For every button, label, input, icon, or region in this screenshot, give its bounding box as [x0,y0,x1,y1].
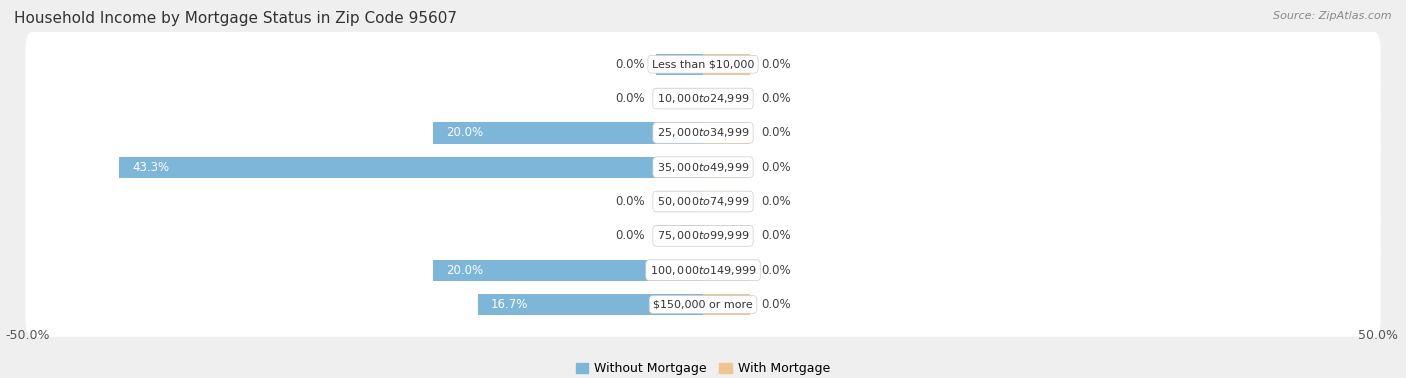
FancyBboxPatch shape [25,32,1381,96]
Text: 0.0%: 0.0% [616,195,645,208]
Bar [655,88,703,109]
Bar [655,191,703,212]
Text: 20.0%: 20.0% [447,264,484,277]
Text: 0.0%: 0.0% [761,298,790,311]
Text: $50,000 to $74,999: $50,000 to $74,999 [657,195,749,208]
Bar [703,294,751,315]
FancyBboxPatch shape [25,101,1381,165]
Text: Household Income by Mortgage Status in Zip Code 95607: Household Income by Mortgage Status in Z… [14,11,457,26]
FancyBboxPatch shape [25,169,1381,234]
Bar [703,260,751,281]
Bar [703,156,751,178]
FancyBboxPatch shape [25,204,1381,268]
Text: 0.0%: 0.0% [761,195,790,208]
Bar [433,122,703,144]
Text: $35,000 to $49,999: $35,000 to $49,999 [657,161,749,174]
Text: 16.7%: 16.7% [491,298,529,311]
Bar [118,156,703,178]
Bar [703,54,751,75]
Text: 0.0%: 0.0% [616,58,645,71]
Text: Less than $10,000: Less than $10,000 [652,59,754,69]
Bar [703,225,751,246]
Text: 0.0%: 0.0% [761,126,790,139]
Text: $25,000 to $34,999: $25,000 to $34,999 [657,126,749,139]
Bar [655,54,703,75]
FancyBboxPatch shape [25,66,1381,131]
Text: 0.0%: 0.0% [761,264,790,277]
Bar [703,88,751,109]
Bar [433,260,703,281]
FancyBboxPatch shape [25,135,1381,200]
Bar [655,225,703,246]
FancyBboxPatch shape [25,238,1381,302]
Text: $150,000 or more: $150,000 or more [654,299,752,310]
Text: 20.0%: 20.0% [447,126,484,139]
Text: Source: ZipAtlas.com: Source: ZipAtlas.com [1274,11,1392,21]
Text: 0.0%: 0.0% [616,92,645,105]
Text: 0.0%: 0.0% [761,161,790,174]
FancyBboxPatch shape [25,272,1381,337]
Text: 43.3%: 43.3% [132,161,169,174]
Legend: Without Mortgage, With Mortgage: Without Mortgage, With Mortgage [571,357,835,378]
Text: 0.0%: 0.0% [761,58,790,71]
Bar [703,191,751,212]
Bar [478,294,703,315]
Text: $100,000 to $149,999: $100,000 to $149,999 [650,264,756,277]
Text: 0.0%: 0.0% [616,229,645,242]
Bar [703,122,751,144]
Text: 0.0%: 0.0% [761,229,790,242]
Text: $10,000 to $24,999: $10,000 to $24,999 [657,92,749,105]
Text: 0.0%: 0.0% [761,92,790,105]
Text: $75,000 to $99,999: $75,000 to $99,999 [657,229,749,242]
